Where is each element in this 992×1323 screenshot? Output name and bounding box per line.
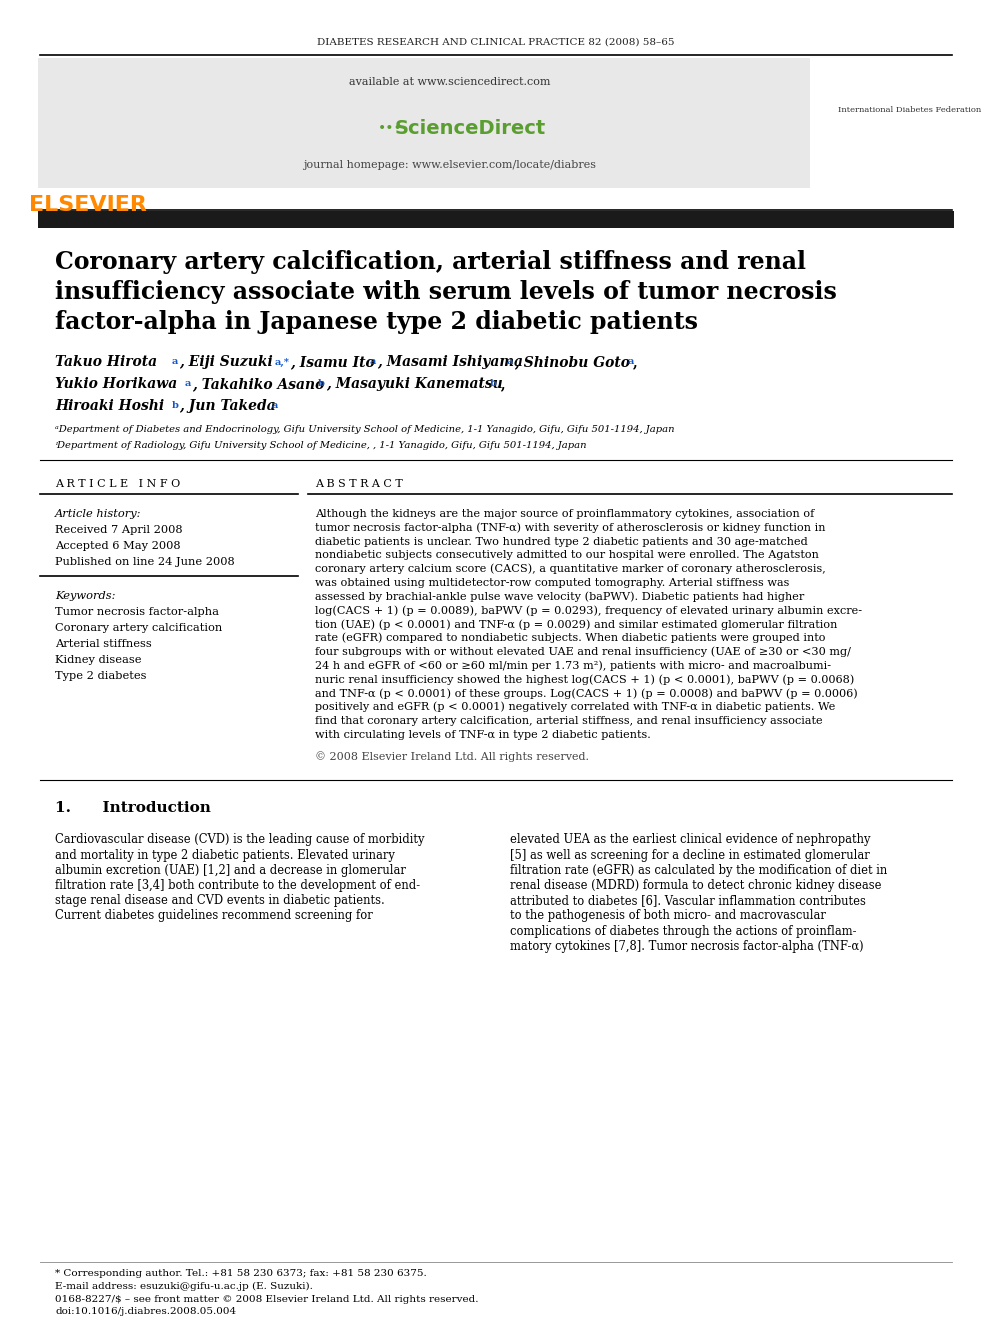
Text: Article history:: Article history: <box>55 509 142 519</box>
Text: Arterial stiffness: Arterial stiffness <box>55 639 152 650</box>
Text: b: b <box>172 401 179 410</box>
Text: International Diabetes Federation: International Diabetes Federation <box>838 106 982 114</box>
Text: a: a <box>172 357 179 366</box>
Text: Kidney disease: Kidney disease <box>55 655 142 665</box>
Text: * Corresponding author. Tel.: +81 58 230 6373; fax: +81 58 230 6375.: * Corresponding author. Tel.: +81 58 230… <box>55 1269 427 1278</box>
Text: •••: ••• <box>378 120 403 135</box>
Text: Coronary artery calcification, arterial stiffness and renal: Coronary artery calcification, arterial … <box>55 250 806 274</box>
Text: albumin excretion (UAE) [1,2] and a decrease in glomerular: albumin excretion (UAE) [1,2] and a decr… <box>55 864 406 877</box>
Text: b: b <box>318 380 324 389</box>
Text: positively and eGFR (p < 0.0001) negatively correlated with TNF-α in diabetic pa: positively and eGFR (p < 0.0001) negativ… <box>315 703 835 713</box>
Text: and mortality in type 2 diabetic patients. Elevated urinary: and mortality in type 2 diabetic patient… <box>55 848 395 861</box>
Text: attributed to diabetes [6]. Vascular inflammation contributes: attributed to diabetes [6]. Vascular inf… <box>510 894 866 908</box>
Text: find that coronary artery calcification, arterial stiffness, and renal insuffici: find that coronary artery calcification,… <box>315 716 822 726</box>
Text: available at www.sciencedirect.com: available at www.sciencedirect.com <box>349 77 551 87</box>
Text: was obtained using multidetector-row computed tomography. Arterial stiffness was: was obtained using multidetector-row com… <box>315 578 790 587</box>
Text: Coronary artery calcification: Coronary artery calcification <box>55 623 222 632</box>
Text: diabetic patients is unclear. Two hundred type 2 diabetic patients and 30 age-ma: diabetic patients is unclear. Two hundre… <box>315 537 807 546</box>
Text: ᶦDepartment of Radiology, Gifu University School of Medicine, , 1-1 Yanagido, Gi: ᶦDepartment of Radiology, Gifu Universit… <box>55 442 586 451</box>
Text: Received 7 April 2008: Received 7 April 2008 <box>55 525 183 534</box>
Text: Current diabetes guidelines recommend screening for: Current diabetes guidelines recommend sc… <box>55 909 373 922</box>
Text: 0168-8227/$ – see front matter © 2008 Elsevier Ireland Ltd. All rights reserved.: 0168-8227/$ – see front matter © 2008 El… <box>55 1294 478 1303</box>
Text: , Takahiko Asano: , Takahiko Asano <box>192 377 324 392</box>
Text: renal disease (MDRD) formula to detect chronic kidney disease: renal disease (MDRD) formula to detect c… <box>510 878 882 892</box>
Text: insufficiency associate with serum levels of tumor necrosis: insufficiency associate with serum level… <box>55 280 837 304</box>
Text: tumor necrosis factor-alpha (TNF-α) with severity of atherosclerosis or kidney f: tumor necrosis factor-alpha (TNF-α) with… <box>315 523 825 533</box>
Text: nondiabetic subjects consecutively admitted to our hospital were enrolled. The A: nondiabetic subjects consecutively admit… <box>315 550 818 561</box>
Text: assessed by brachial-ankle pulse wave velocity (baPWV). Diabetic patients had hi: assessed by brachial-ankle pulse wave ve… <box>315 591 805 602</box>
Text: Hiroaki Hoshi: Hiroaki Hoshi <box>55 400 164 413</box>
Text: coronary artery calcium score (CACS), a quantitative marker of coronary atherosc: coronary artery calcium score (CACS), a … <box>315 564 825 574</box>
Text: elevated UEA as the earliest clinical evidence of nephropathy: elevated UEA as the earliest clinical ev… <box>510 833 871 847</box>
Text: four subgroups with or without elevated UAE and renal insufficiency (UAE of ≥30 : four subgroups with or without elevated … <box>315 647 851 658</box>
Text: A B S T R A C T: A B S T R A C T <box>315 479 403 490</box>
Text: a: a <box>628 357 634 366</box>
Text: filtration rate [3,4] both contribute to the development of end-: filtration rate [3,4] both contribute to… <box>55 878 421 892</box>
Text: filtration rate (eGFR) as calculated by the modification of diet in: filtration rate (eGFR) as calculated by … <box>510 864 887 877</box>
Text: Published on line 24 June 2008: Published on line 24 June 2008 <box>55 557 235 568</box>
Text: © 2008 Elsevier Ireland Ltd. All rights reserved.: © 2008 Elsevier Ireland Ltd. All rights … <box>315 751 589 762</box>
Bar <box>38 210 954 228</box>
Text: 24 h and eGFR of <60 or ≥60 ml/min per 1.73 m²), patients with micro- and macroa: 24 h and eGFR of <60 or ≥60 ml/min per 1… <box>315 660 831 671</box>
Text: stage renal disease and CVD events in diabetic patients.: stage renal disease and CVD events in di… <box>55 894 385 908</box>
Text: DIABETES RESEARCH AND CLINICAL PRACTICE 82 (2008) 58–65: DIABETES RESEARCH AND CLINICAL PRACTICE … <box>317 37 675 46</box>
Text: Cardiovascular disease (CVD) is the leading cause of morbidity: Cardiovascular disease (CVD) is the lead… <box>55 833 425 847</box>
Text: , Jun Takeda: , Jun Takeda <box>179 400 276 413</box>
Text: ᵃDepartment of Diabetes and Endocrinology, Gifu University School of Medicine, 1: ᵃDepartment of Diabetes and Endocrinolog… <box>55 426 675 434</box>
Text: doi:10.1016/j.diabres.2008.05.004: doi:10.1016/j.diabres.2008.05.004 <box>55 1307 236 1316</box>
Text: , Isamu Ito: , Isamu Ito <box>290 355 375 369</box>
Text: , Shinobu Goto: , Shinobu Goto <box>514 355 630 369</box>
Text: A R T I C L E   I N F O: A R T I C L E I N F O <box>55 479 181 490</box>
Text: ScienceDirect: ScienceDirect <box>395 119 546 138</box>
Text: matory cytokines [7,8]. Tumor necrosis factor-alpha (TNF-α): matory cytokines [7,8]. Tumor necrosis f… <box>510 939 864 953</box>
Text: a: a <box>507 357 514 366</box>
Text: [5] as well as screening for a decline in estimated glomerular: [5] as well as screening for a decline i… <box>510 848 870 861</box>
Text: nuric renal insufficiency showed the highest log(CACS + 1) (p < 0.0001), baPWV (: nuric renal insufficiency showed the hig… <box>315 675 854 685</box>
Text: a,*: a,* <box>275 357 290 366</box>
Text: a: a <box>370 357 376 366</box>
Text: , Eiji Suzuki: , Eiji Suzuki <box>179 355 273 369</box>
Text: ELSEVIER: ELSEVIER <box>29 194 147 216</box>
Text: b: b <box>490 380 497 389</box>
Text: Yukio Horikawa: Yukio Horikawa <box>55 377 178 392</box>
Text: Takuo Hirota: Takuo Hirota <box>55 355 157 369</box>
Text: a: a <box>185 380 191 389</box>
Text: tion (UAE) (p < 0.0001) and TNF-α (p = 0.0029) and similar estimated glomerular : tion (UAE) (p < 0.0001) and TNF-α (p = 0… <box>315 619 837 630</box>
Text: ,: , <box>496 377 506 392</box>
Text: , Masayuki Kanematsu: , Masayuki Kanematsu <box>326 377 503 392</box>
Text: a: a <box>272 401 279 410</box>
Text: Accepted 6 May 2008: Accepted 6 May 2008 <box>55 541 181 550</box>
Text: journal homepage: www.elsevier.com/locate/diabres: journal homepage: www.elsevier.com/locat… <box>304 160 596 169</box>
Text: and TNF-α (p < 0.0001) of these groups. Log(CACS + 1) (p = 0.0008) and baPWV (p : and TNF-α (p < 0.0001) of these groups. … <box>315 688 858 699</box>
Text: Tumor necrosis factor-alpha: Tumor necrosis factor-alpha <box>55 607 219 617</box>
Bar <box>38 58 810 188</box>
Text: log(CACS + 1) (p = 0.0089), baPWV (p = 0.0293), frequency of elevated urinary al: log(CACS + 1) (p = 0.0089), baPWV (p = 0… <box>315 606 862 617</box>
Text: 1.      Introduction: 1. Introduction <box>55 800 211 815</box>
Text: , Masami Ishiyama: , Masami Ishiyama <box>377 355 523 369</box>
Text: to the pathogenesis of both micro- and macrovascular: to the pathogenesis of both micro- and m… <box>510 909 826 922</box>
Text: with circulating levels of TNF-α in type 2 diabetic patients.: with circulating levels of TNF-α in type… <box>315 730 651 740</box>
Text: E-mail address: esuzuki@gifu-u.ac.jp (E. Suzuki).: E-mail address: esuzuki@gifu-u.ac.jp (E.… <box>55 1282 312 1290</box>
Text: Keywords:: Keywords: <box>55 591 115 601</box>
Text: complications of diabetes through the actions of proinflam-: complications of diabetes through the ac… <box>510 925 856 938</box>
Text: Type 2 diabetes: Type 2 diabetes <box>55 671 147 681</box>
Text: factor-alpha in Japanese type 2 diabetic patients: factor-alpha in Japanese type 2 diabetic… <box>55 310 698 333</box>
Text: rate (eGFR) compared to nondiabetic subjects. When diabetic patients were groupe: rate (eGFR) compared to nondiabetic subj… <box>315 632 825 643</box>
Text: ,: , <box>633 355 638 369</box>
Text: Although the kidneys are the major source of proinflammatory cytokines, associat: Although the kidneys are the major sourc… <box>315 509 814 519</box>
